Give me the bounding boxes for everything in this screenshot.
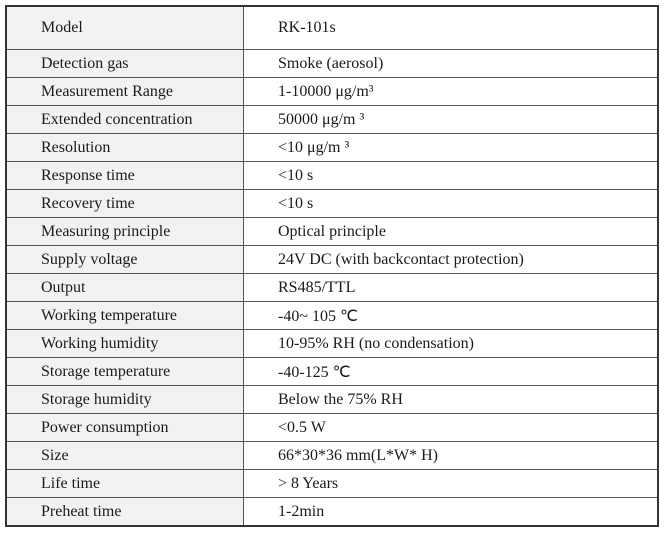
spec-label: Storage temperature [5, 357, 244, 386]
spec-row: Extended concentration 50000 μg/m ³ [5, 105, 659, 134]
spec-row: Supply voltage 24V DC (with backcontact p… [5, 245, 659, 274]
spec-row: Size 66*30*36 mm(L*W* H) [5, 441, 659, 470]
spec-table: Model RK-101s Detection gas Smoke (aerosol)… [5, 5, 659, 527]
spec-label: Measurement Range [5, 77, 244, 106]
spec-value: 10-95% RH (no condensation) [243, 329, 659, 358]
spec-row: Life time > 8 Years [5, 469, 659, 498]
spec-value: <10 μg/m ³ [243, 133, 659, 162]
spec-row: Output RS485/TTL [5, 273, 659, 302]
spec-label: Response time [5, 161, 244, 190]
spec-label: Size [5, 441, 244, 470]
spec-row: Measurement Range 1-10000 μg/m³ [5, 77, 659, 106]
spec-value: 1-2min [243, 497, 659, 527]
spec-label: Extended concentration [5, 105, 244, 134]
spec-value: 1-10000 μg/m³ [243, 77, 659, 106]
spec-value: Smoke (aerosol) [243, 49, 659, 78]
spec-row: Storage temperature -40-125 ℃ [5, 357, 659, 386]
spec-value: <10 s [243, 161, 659, 190]
spec-value: 24V DC (with backcontact protection) [243, 245, 659, 274]
spec-label: Life time [5, 469, 244, 498]
spec-value: > 8 Years [243, 469, 659, 498]
spec-label: Supply voltage [5, 245, 244, 274]
spec-label: Model [5, 5, 244, 50]
spec-value: 50000 μg/m ³ [243, 105, 659, 134]
spec-label: Storage humidity [5, 385, 244, 414]
spec-label: Recovery time [5, 189, 244, 218]
spec-value: <0.5 W [243, 413, 659, 442]
spec-value: 66*30*36 mm(L*W* H) [243, 441, 659, 470]
spec-row: Working temperature -40~ 105 ℃ [5, 301, 659, 330]
spec-row: Response time <10 s [5, 161, 659, 190]
spec-value: -40~ 105 ℃ [243, 301, 659, 330]
spec-value: Optical principle [243, 217, 659, 246]
spec-label: Resolution [5, 133, 244, 162]
spec-row: Power consumption <0.5 W [5, 413, 659, 442]
spec-row: Model RK-101s [5, 5, 659, 50]
spec-row: Resolution <10 μg/m ³ [5, 133, 659, 162]
spec-label: Working temperature [5, 301, 244, 330]
spec-row: Measuring principle Optical principle [5, 217, 659, 246]
spec-label: Power consumption [5, 413, 244, 442]
spec-value: <10 s [243, 189, 659, 218]
spec-row: Detection gas Smoke (aerosol) [5, 49, 659, 78]
spec-label: Measuring principle [5, 217, 244, 246]
spec-value: RK-101s [243, 5, 659, 50]
spec-row: Preheat time 1-2min [5, 497, 659, 527]
spec-label: Preheat time [5, 497, 244, 527]
spec-label: Detection gas [5, 49, 244, 78]
spec-row: Storage humidity Below the 75% RH [5, 385, 659, 414]
spec-value: Below the 75% RH [243, 385, 659, 414]
spec-label: Output [5, 273, 244, 302]
spec-row: Working humidity 10-95% RH (no condensati… [5, 329, 659, 358]
spec-value: -40-125 ℃ [243, 357, 659, 386]
spec-row: Recovery time <10 s [5, 189, 659, 218]
spec-value: RS485/TTL [243, 273, 659, 302]
spec-label: Working humidity [5, 329, 244, 358]
